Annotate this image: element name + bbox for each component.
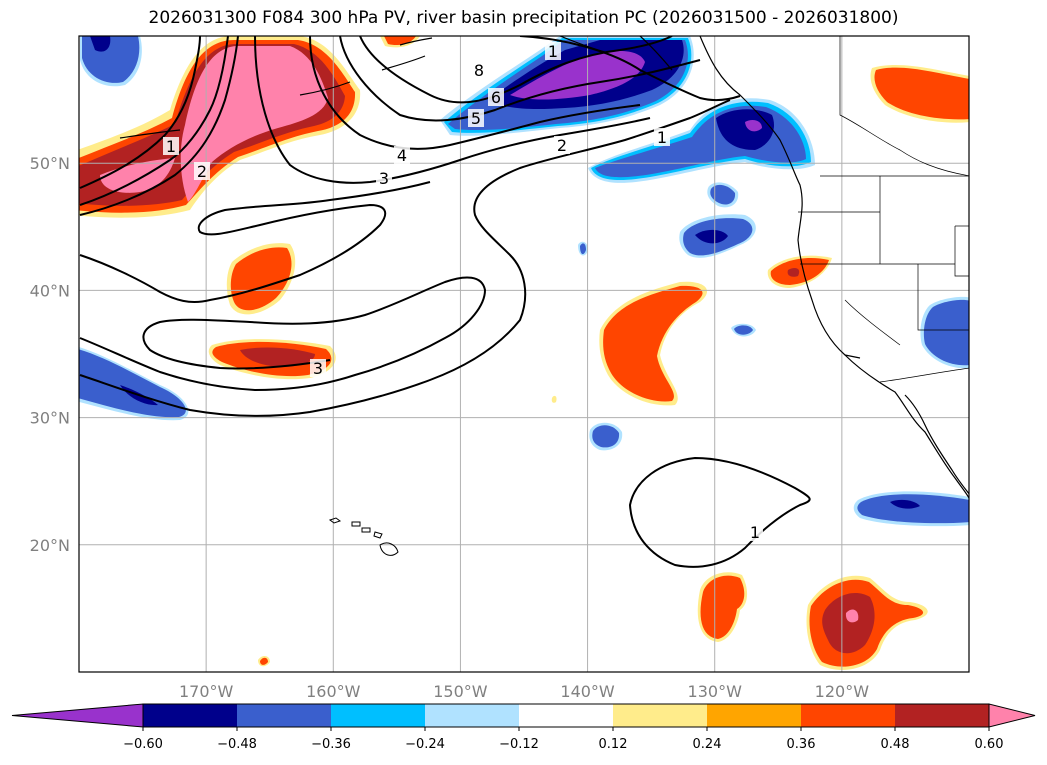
political-borders xyxy=(798,36,969,383)
colorbar-tick-label: 0.24 xyxy=(693,737,722,752)
contour-label: 1 xyxy=(750,523,760,542)
pv-contour-line xyxy=(79,36,239,216)
latitude-labels: 50°N 40°N 30°N 20°N xyxy=(30,154,70,555)
contour-label-background xyxy=(163,137,179,155)
pv-contours xyxy=(79,36,811,568)
colorbar-extend-low xyxy=(11,703,144,728)
longitude-labels: 170°W 160°W 150°W 140°W 130°W 120°W xyxy=(179,682,869,701)
longitude-tick-label: 150°W xyxy=(433,682,488,701)
pv-contour-line xyxy=(339,36,701,122)
colorbar-tick-label: 0.48 xyxy=(881,737,910,752)
latitude-tick-label: 40°N xyxy=(30,281,70,300)
positive-anomaly-region xyxy=(551,395,557,403)
pv-contour-line xyxy=(254,36,651,184)
longitude-tick-label: 120°W xyxy=(815,682,870,701)
colorbar-tick-label: −0.60 xyxy=(123,737,163,752)
pv-contour-line xyxy=(359,36,673,104)
colorbar-swatch xyxy=(331,704,426,727)
longitude-tick-label: 170°W xyxy=(179,682,234,701)
pv-contour-line xyxy=(79,276,487,392)
contour-label-background xyxy=(468,109,484,127)
contour-label-background xyxy=(194,162,210,180)
colorbar: −0.60 −0.48 −0.36 −0.24 −0.12 0.12 0.24 0.36 0.4… xyxy=(11,703,1036,752)
pv-contour-line xyxy=(519,36,741,102)
colorbar-swatch xyxy=(425,704,520,727)
hawaiian-islands xyxy=(328,517,399,556)
contour-label-background xyxy=(554,136,570,154)
pv-contour-line xyxy=(309,36,641,150)
latitude-tick-label: 50°N xyxy=(30,154,70,173)
colorbar-tick-label: 0.60 xyxy=(975,737,1004,752)
colorbar-tick-label: −0.48 xyxy=(217,737,257,752)
contour-label: 3 xyxy=(313,359,323,378)
contour-label-background xyxy=(747,523,763,541)
colorbar-swatch xyxy=(143,704,238,727)
colorbar-tick-label: 0.36 xyxy=(787,737,816,752)
colorbar-swatch xyxy=(237,704,332,727)
contour-label: 1 xyxy=(166,137,176,156)
contour-label-background xyxy=(488,88,504,106)
coastlines xyxy=(119,36,969,500)
latitude-tick-label: 30°N xyxy=(30,409,70,428)
contour-label-background xyxy=(471,61,487,79)
contour-label: 4 xyxy=(397,146,407,165)
colorbar-swatch xyxy=(895,704,990,727)
contour-label-background xyxy=(394,146,410,164)
colorbar-swatch xyxy=(519,704,614,727)
contour-label-background xyxy=(310,359,326,377)
longitude-tick-label: 130°W xyxy=(688,682,743,701)
pv-contour-line xyxy=(628,456,811,568)
latitude-tick-label: 20°N xyxy=(30,536,70,555)
longitude-tick-label: 140°W xyxy=(560,682,615,701)
pv-contour-line xyxy=(79,36,201,189)
longitude-tick-label: 160°W xyxy=(306,682,361,701)
contour-label: 6 xyxy=(491,88,501,107)
pv-contour-line xyxy=(79,181,431,303)
contour-label-background xyxy=(654,128,670,146)
contour-label: 5 xyxy=(471,109,481,128)
contour-label: 1 xyxy=(548,42,558,61)
colorbar-swatch xyxy=(613,704,708,727)
colorbar-swatch xyxy=(801,704,896,727)
map-title: 2026031300 F084 300 hPa PV, river basin … xyxy=(148,8,899,28)
colorbar-extend-high xyxy=(988,703,1036,728)
contour-label-background xyxy=(545,42,561,60)
colorbar-tick-label: 0.12 xyxy=(599,737,628,752)
pv-contour-line xyxy=(79,99,731,417)
contour-label-background xyxy=(376,169,392,187)
map-frame xyxy=(78,35,970,673)
colorbar-tick-label: −0.12 xyxy=(499,737,539,752)
contour-label: 2 xyxy=(197,162,207,181)
colorbar-tick-label: −0.36 xyxy=(311,737,351,752)
colorbar-swatch xyxy=(707,704,802,727)
contour-label: 2 xyxy=(557,136,567,155)
contour-label: 1 xyxy=(657,128,667,147)
colorbar-outline xyxy=(142,703,990,728)
colorbar-tick-label: −0.24 xyxy=(405,737,445,752)
contour-label: 3 xyxy=(379,169,389,188)
pv-contour-line xyxy=(79,36,229,206)
contour-label: 8 xyxy=(474,61,484,80)
graticule xyxy=(79,36,969,672)
